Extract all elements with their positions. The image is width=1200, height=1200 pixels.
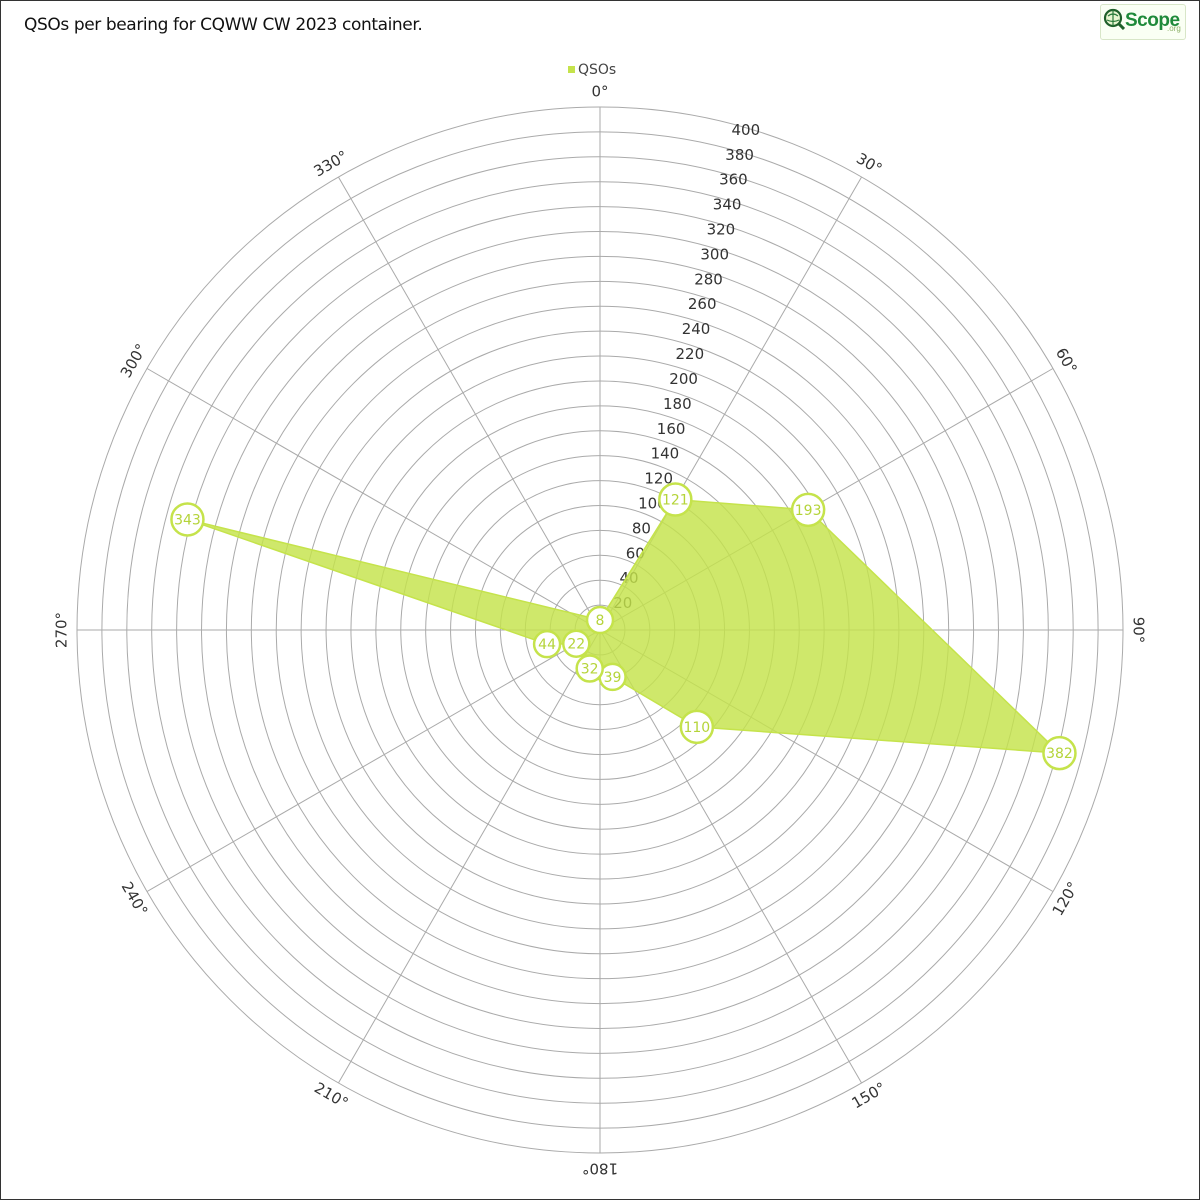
legend[interactable]: QSOs [568, 62, 616, 78]
data-point-marker[interactable]: 32 [575, 654, 604, 683]
chart-title: QSOs per bearing for CQWW CW 2023 contai… [24, 15, 423, 35]
angular-tick-label: 180° [582, 1160, 618, 1178]
data-point-circle[interactable] [658, 482, 693, 517]
data-point-marker[interactable]: 8 [585, 605, 615, 635]
grid-spoke [338, 176, 601, 631]
angular-tick-label: 240° [118, 879, 152, 919]
radial-tick-label: 380 [725, 146, 754, 164]
angular-tick-label: 60° [1052, 345, 1081, 377]
data-point-marker[interactable]: 39 [598, 662, 627, 692]
data-point-marker[interactable]: 22 [562, 629, 591, 658]
data-point-marker[interactable]: 44 [532, 629, 562, 659]
grid-spoke [338, 629, 601, 1084]
data-point-label: 8 [596, 613, 605, 629]
angular-tick-label: 150° [849, 1079, 889, 1113]
radial-tick-label: 140 [651, 445, 680, 463]
data-point-label: 44 [538, 637, 556, 653]
data-point-circle[interactable] [562, 629, 591, 658]
data-point-label: 32 [581, 661, 599, 677]
angular-tick-label: 0° [591, 83, 608, 101]
data-point-circle[interactable] [575, 654, 604, 683]
data-point-label: 121 [662, 493, 689, 509]
radial-tick-labels: 2040608010012014016018020022024026028030… [613, 121, 760, 612]
series-area-qsos [187, 498, 1062, 755]
angular-tick-label: 270° [53, 612, 71, 648]
data-point-label: 110 [683, 720, 710, 736]
data-point-circle[interactable] [585, 605, 615, 635]
data-point-marker[interactable]: 343 [170, 502, 205, 537]
data-point-circle[interactable] [790, 492, 826, 528]
data-point-label: 22 [567, 637, 585, 653]
angular-tick-label: 90° [1130, 617, 1148, 644]
legend-swatch-qsos [568, 65, 575, 73]
radial-tick-label: 80 [632, 519, 651, 537]
series-layer [187, 498, 1062, 755]
radial-tick-label: 120 [644, 470, 673, 488]
radial-tick-label: 400 [732, 121, 761, 139]
radial-tick-label: 260 [688, 295, 717, 313]
logo-wordmark: Scope [1125, 10, 1180, 31]
data-point-circle[interactable] [532, 629, 562, 659]
radial-tick-label: 360 [719, 171, 748, 189]
radial-tick-label: 300 [700, 245, 729, 263]
data-point-circle[interactable] [1042, 735, 1077, 771]
radial-tick-label: 280 [694, 270, 723, 288]
data-point-marker[interactable]: 121 [658, 482, 693, 517]
data-point-marker[interactable]: 193 [790, 492, 826, 528]
angular-tick-label: 120° [1049, 879, 1083, 919]
angular-tick-label: 300° [117, 341, 151, 381]
radial-tick-label: 340 [713, 196, 742, 214]
radial-tick-label: 200 [669, 370, 698, 388]
radial-tick-label: 240 [682, 320, 711, 338]
angular-tick-label: 30° [853, 149, 885, 178]
legend-label-qsos: QSOs [578, 62, 617, 78]
data-point-label: 382 [1046, 746, 1073, 762]
data-point-marker[interactable]: 110 [679, 709, 715, 745]
data-point-marker[interactable]: 382 [1042, 735, 1077, 771]
data-point-label: 343 [174, 512, 201, 528]
radial-tick-label: 320 [707, 221, 736, 239]
angular-tick-label: 330° [311, 147, 351, 181]
radial-tick-label: 220 [676, 345, 705, 363]
grid-spoke [599, 629, 862, 1084]
magnifier-globe-icon [1103, 8, 1125, 30]
logo-domain-suffix: .org [1167, 24, 1181, 33]
data-point-label: 39 [604, 670, 622, 686]
data-point-circle[interactable] [679, 709, 715, 745]
qscope-logo[interactable]: Scope .org [1100, 4, 1186, 40]
radial-tick-label: 160 [657, 420, 686, 438]
radial-tick-label: 180 [663, 395, 692, 413]
angular-tick-label: 210° [311, 1079, 351, 1113]
data-point-circle[interactable] [170, 502, 205, 537]
grid-spoke [146, 368, 601, 631]
grid-spoke [146, 629, 601, 892]
marker-layer: 8 121 193 382 110 39 32 22 44 343 [170, 482, 1077, 771]
data-point-label: 193 [795, 503, 822, 519]
